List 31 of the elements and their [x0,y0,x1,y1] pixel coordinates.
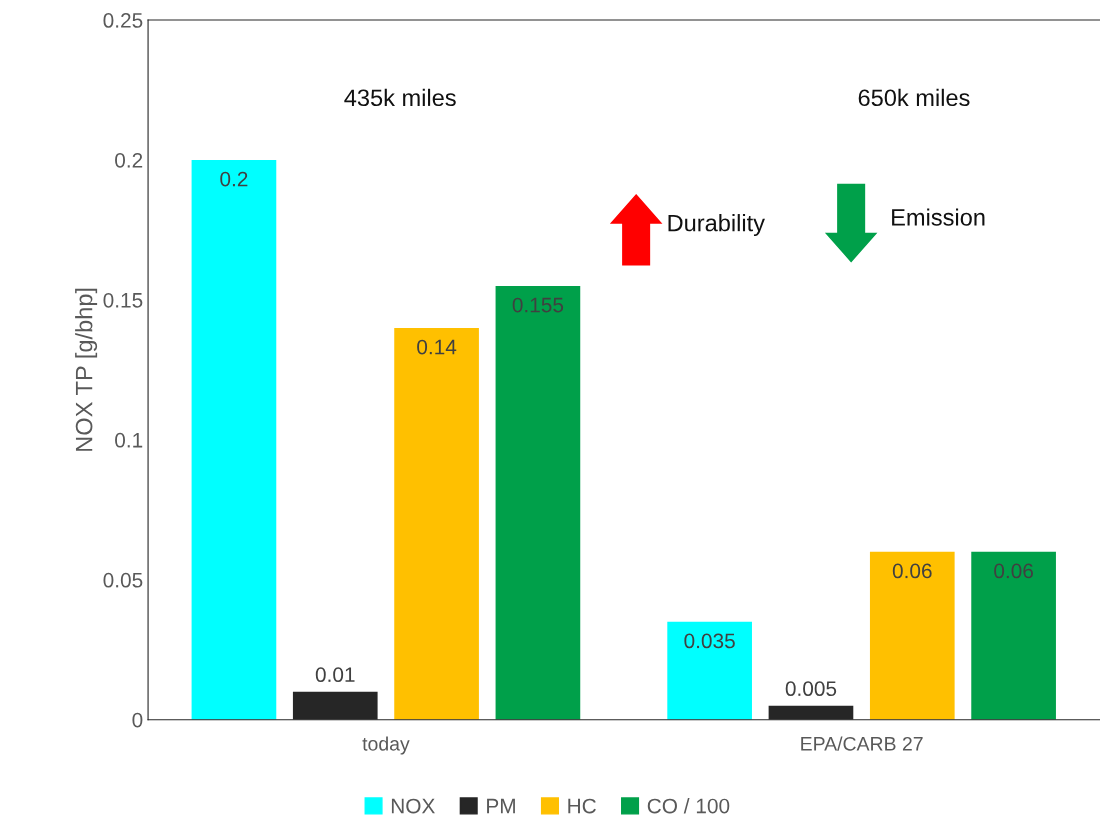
legend-label: CO / 100 [647,798,730,814]
bar [191,159,277,720]
data-label: 0.005 [785,681,837,697]
bar [869,551,955,720]
legend-label: PM [487,798,515,814]
annotation: 435k miles [344,88,456,107]
legend-label: HC [568,798,596,814]
x-tick-label: EPA/CARB 27 [801,736,923,751]
data-label: 0.155 [512,297,564,313]
data-label: 0.06 [892,563,932,579]
bar [394,327,479,720]
bar [495,285,581,720]
data-label: 0.14 [417,339,457,355]
y-tick-label: 0.2 [115,152,143,168]
legend-label: NOX [391,798,435,814]
annotation: 650k miles [858,88,970,107]
data-label: 0.06 [994,563,1033,579]
y-tick-label: 0.15 [103,292,143,308]
data-label: 0.035 [684,633,735,649]
y-tick-label: 0.05 [103,572,143,588]
y-tick-label: 0 [132,712,143,728]
bar [971,551,1056,720]
annotation: Durability [668,214,765,237]
data-label: 0.01 [315,667,355,683]
y-tick-label: 0.1 [115,432,143,448]
x-tick-label: today [362,736,410,755]
data-label: 0.2 [220,171,248,187]
y-tick-label: 0.25 [103,13,143,28]
bar [667,621,752,720]
y-axis-title: NOX TP [g/bhp] [75,288,98,451]
annotation: Emission [892,208,985,226]
